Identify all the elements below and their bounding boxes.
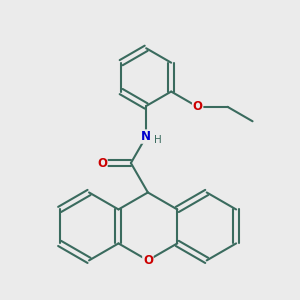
Text: H: H: [154, 135, 162, 145]
Text: O: O: [97, 157, 107, 169]
Text: N: N: [141, 130, 151, 143]
Text: O: O: [193, 100, 203, 113]
Text: O: O: [143, 254, 153, 267]
